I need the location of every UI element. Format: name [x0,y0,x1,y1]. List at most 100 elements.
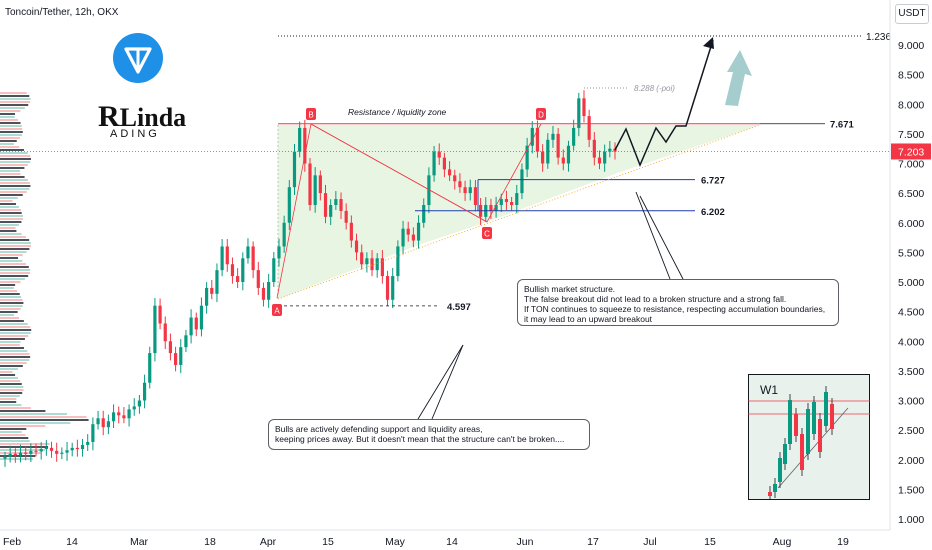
candle-body [194,317,198,330]
candle-body [189,317,193,336]
volume-bar [0,116,15,118]
volume-bar [0,137,20,139]
x-tick-label: 18 [204,536,216,548]
volume-bar [0,188,30,190]
volume-bar [0,287,14,289]
y-tick-label: 1.000 [898,514,924,526]
inset-candle-body [800,434,804,470]
candle-body [396,246,400,277]
candle-body [432,151,436,176]
volume-bar [0,119,19,121]
volume-bar [0,176,25,178]
volume-bar [0,161,31,163]
y-tick-label: 2.000 [898,455,924,467]
candle-body [365,258,369,265]
candle-body [127,409,131,419]
candle-body [277,246,281,259]
inset-candle-body [768,492,772,496]
volume-bar [0,101,31,103]
candle-body [587,116,591,140]
volume-bar [0,386,24,388]
x-tick-label: 14 [66,536,78,548]
volume-bar [0,284,16,286]
candle-body [122,415,126,419]
volume-bar [0,299,23,301]
note-line: Bulls are actively defending support and… [275,424,483,434]
candle-body [416,222,421,241]
volume-bar [0,149,25,151]
volume-bar [0,92,27,94]
candle-body [401,228,405,247]
volume-bar [0,431,22,433]
volume-bar [0,281,21,283]
volume-bar [0,227,16,229]
candle-body [236,276,240,282]
candle-body [205,287,209,306]
candle-body [566,145,571,164]
candle-body [8,453,12,457]
candle-body [29,450,33,454]
candle-body [251,246,255,271]
candle-body [282,222,286,247]
inset-candle-body [806,409,810,454]
candle-body [525,145,529,170]
volume-bar [0,245,31,247]
x-tick-label: 17 [587,536,599,548]
volume-bar [0,239,30,241]
x-tick-label: Feb [3,536,21,548]
candle-body [406,228,410,235]
volume-bar [0,104,29,106]
zone-label: Resistance / liquidity zone [348,107,447,117]
x-tick-label: Jul [643,536,656,548]
volume-bar [0,260,23,262]
y-tick-label: 5.500 [898,247,924,259]
volume-bar [0,206,19,208]
volume-bar [0,365,23,367]
note-line: Bullish market structure. [524,284,616,294]
candle-body [442,157,447,170]
candle-body [148,353,152,383]
brand-bottom: ADING [110,128,160,140]
candle-body [75,447,79,450]
candle-body [287,187,291,223]
candle-body [49,447,54,451]
candle-body [489,204,493,211]
currency-button[interactable]: USDT [895,4,929,24]
volume-bar [0,125,22,127]
candle-body [556,133,560,158]
volume-bar [0,191,27,193]
volume-bar [0,368,18,370]
volume-bar [0,254,23,256]
volume-bar [0,242,31,244]
candle-body [111,412,116,422]
candle-body [303,127,307,164]
candle-body [592,139,596,158]
candle-body [546,139,550,164]
volume-bar [0,275,29,277]
candle-body [292,151,297,188]
volume-bar [0,152,28,154]
volume-bar [0,308,21,310]
candle-body [349,222,353,241]
candle-body [210,287,214,294]
x-tick-label: Mar [130,536,149,548]
candle-body [86,441,90,445]
candle-body [246,246,250,259]
candle-body [561,157,565,164]
volume-bar [0,296,22,298]
volume-bar [0,224,19,226]
point-marker-d [536,108,546,120]
volume-bar [0,266,29,268]
candle-body [344,210,348,223]
y-tick-label: 5.000 [898,277,924,289]
candle-body [447,169,452,176]
volume-bar [0,350,28,352]
y-tick-label: 6.000 [898,218,924,230]
volume-bar [0,185,31,187]
candle-body [427,175,431,205]
volume-bar [0,200,13,202]
candle-body [39,449,43,452]
volume-bar [0,95,30,97]
volume-bar [0,314,15,316]
volume-bar [0,359,30,361]
